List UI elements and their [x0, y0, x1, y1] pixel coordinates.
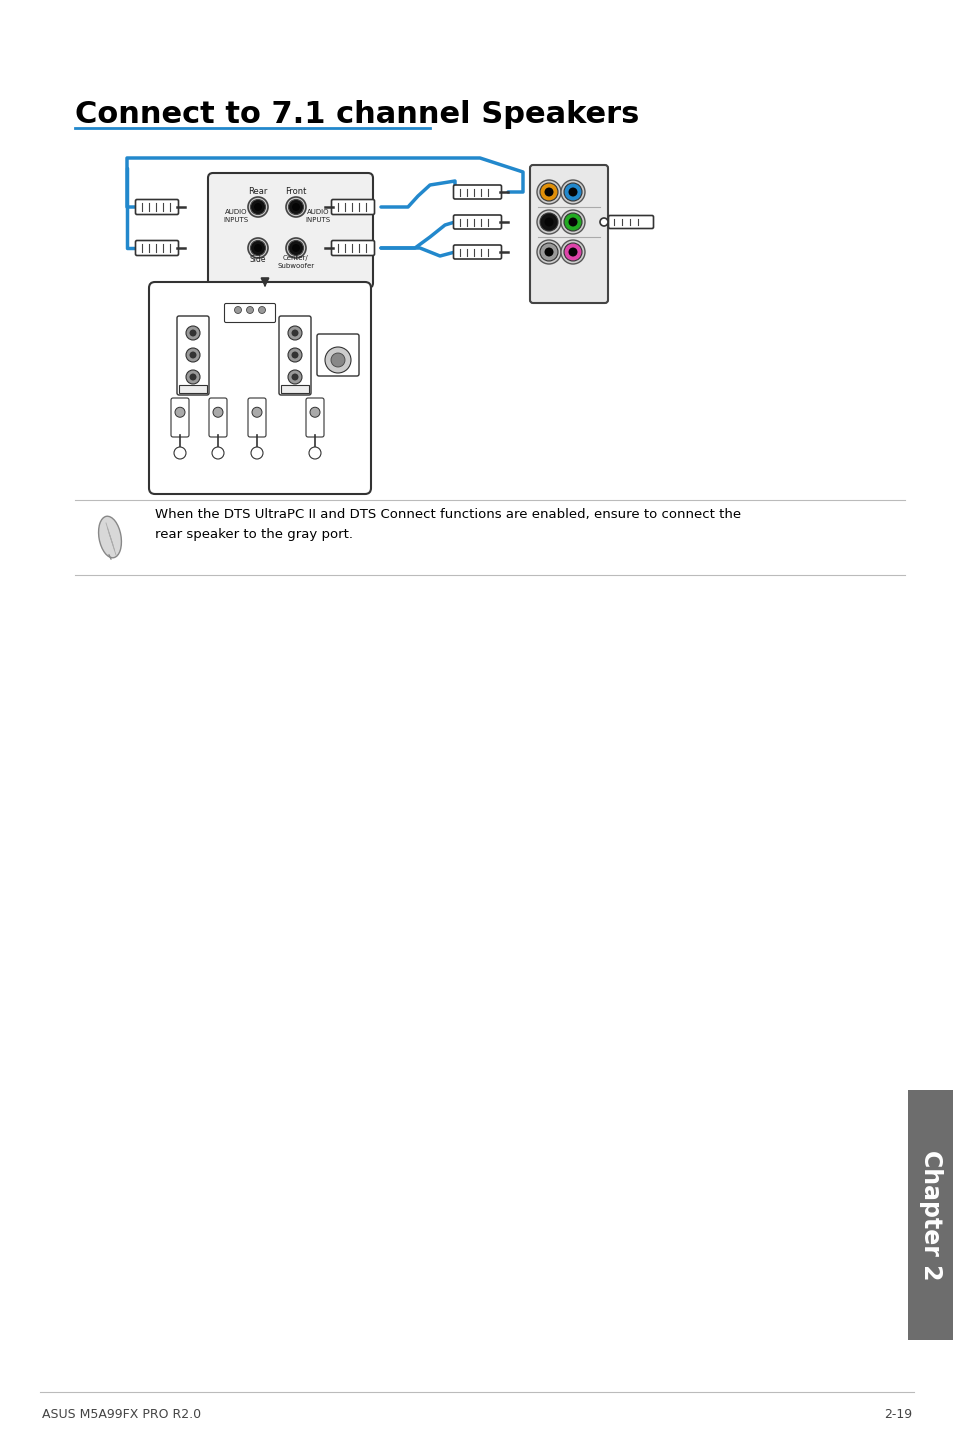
Circle shape	[537, 240, 560, 265]
Circle shape	[258, 306, 265, 313]
FancyBboxPatch shape	[306, 398, 324, 437]
Circle shape	[248, 239, 268, 257]
Circle shape	[173, 447, 186, 459]
Circle shape	[212, 447, 224, 459]
Text: Chapter 2: Chapter 2	[918, 1150, 942, 1280]
FancyBboxPatch shape	[248, 398, 266, 437]
FancyBboxPatch shape	[331, 200, 375, 214]
Circle shape	[568, 217, 577, 227]
FancyBboxPatch shape	[278, 316, 311, 395]
Circle shape	[251, 447, 263, 459]
Circle shape	[325, 347, 351, 372]
Text: Rear: Rear	[248, 187, 268, 196]
Circle shape	[186, 326, 200, 339]
Text: 2-19: 2-19	[882, 1408, 911, 1421]
FancyBboxPatch shape	[135, 240, 178, 256]
Circle shape	[560, 180, 584, 204]
Circle shape	[186, 348, 200, 362]
FancyBboxPatch shape	[135, 200, 178, 214]
Circle shape	[190, 374, 196, 381]
Text: AUDIO
INPUTS: AUDIO INPUTS	[305, 210, 331, 223]
Circle shape	[309, 447, 320, 459]
FancyBboxPatch shape	[177, 316, 209, 395]
Circle shape	[253, 244, 262, 252]
Circle shape	[563, 213, 581, 232]
Circle shape	[292, 203, 299, 211]
Circle shape	[174, 407, 185, 417]
Circle shape	[190, 329, 196, 336]
Circle shape	[248, 197, 268, 217]
Circle shape	[537, 210, 560, 234]
Text: Connect to 7.1 channel Speakers: Connect to 7.1 channel Speakers	[75, 101, 639, 129]
Circle shape	[539, 183, 558, 201]
Ellipse shape	[98, 516, 121, 558]
FancyBboxPatch shape	[608, 216, 653, 229]
Text: Subwoofer: Subwoofer	[277, 263, 314, 269]
Text: When the DTS UltraPC II and DTS Connect functions are enabled, ensure to connect: When the DTS UltraPC II and DTS Connect …	[154, 508, 740, 541]
Circle shape	[599, 219, 607, 226]
Text: Front: Front	[285, 187, 306, 196]
Circle shape	[292, 374, 298, 381]
Circle shape	[190, 351, 196, 358]
FancyBboxPatch shape	[453, 216, 501, 229]
Circle shape	[539, 213, 558, 232]
Circle shape	[544, 187, 553, 197]
Text: AUDIO
INPUTS: AUDIO INPUTS	[223, 210, 249, 223]
Circle shape	[563, 183, 581, 201]
Circle shape	[544, 247, 553, 256]
Circle shape	[251, 200, 265, 214]
Bar	[907, 1090, 953, 1340]
Circle shape	[252, 407, 262, 417]
Circle shape	[292, 329, 298, 336]
Circle shape	[560, 210, 584, 234]
Circle shape	[331, 352, 345, 367]
Circle shape	[253, 203, 262, 211]
Circle shape	[288, 240, 303, 256]
Circle shape	[251, 240, 265, 256]
Circle shape	[246, 306, 253, 313]
FancyBboxPatch shape	[530, 165, 607, 303]
FancyBboxPatch shape	[171, 398, 189, 437]
Circle shape	[292, 244, 299, 252]
Text: Center/: Center/	[283, 255, 309, 262]
Circle shape	[286, 239, 306, 257]
FancyBboxPatch shape	[316, 334, 358, 375]
Circle shape	[292, 351, 298, 358]
Bar	[179, 385, 207, 393]
Circle shape	[288, 200, 303, 214]
Circle shape	[539, 243, 558, 262]
Circle shape	[288, 370, 302, 384]
Circle shape	[568, 247, 577, 256]
Circle shape	[568, 187, 577, 197]
Circle shape	[537, 180, 560, 204]
Circle shape	[213, 407, 223, 417]
Circle shape	[186, 370, 200, 384]
FancyBboxPatch shape	[453, 186, 501, 198]
FancyBboxPatch shape	[331, 240, 375, 256]
Circle shape	[288, 348, 302, 362]
Circle shape	[310, 407, 319, 417]
Circle shape	[286, 197, 306, 217]
FancyBboxPatch shape	[149, 282, 371, 495]
FancyBboxPatch shape	[224, 303, 275, 322]
Text: ASUS M5A99FX PRO R2.0: ASUS M5A99FX PRO R2.0	[42, 1408, 201, 1421]
Circle shape	[544, 217, 553, 227]
FancyBboxPatch shape	[453, 244, 501, 259]
Text: Side: Side	[250, 255, 266, 265]
Circle shape	[288, 326, 302, 339]
FancyBboxPatch shape	[208, 173, 373, 288]
Bar	[281, 385, 309, 393]
Circle shape	[234, 306, 241, 313]
FancyBboxPatch shape	[209, 398, 227, 437]
Circle shape	[560, 240, 584, 265]
Circle shape	[563, 243, 581, 262]
